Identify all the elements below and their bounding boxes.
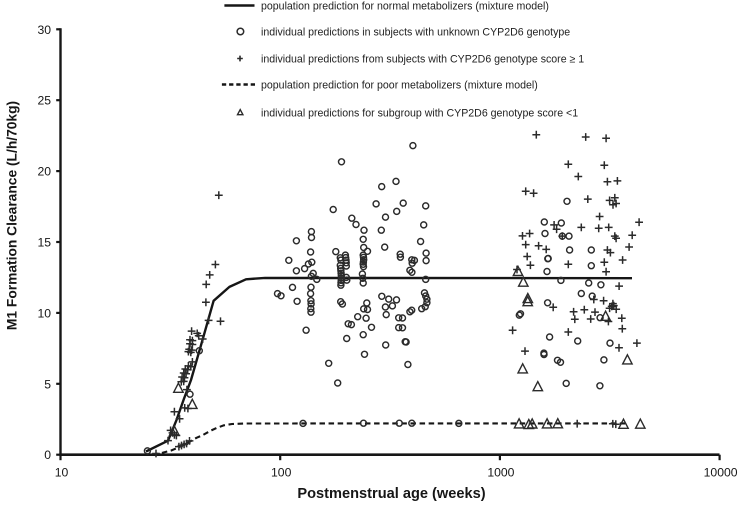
svg-text:25: 25 bbox=[37, 94, 51, 108]
svg-text:20: 20 bbox=[37, 165, 51, 179]
svg-text:Postmenstrual age (weeks): Postmenstrual age (weeks) bbox=[297, 486, 485, 502]
svg-text:individual predictions from su: individual predictions from subjects wit… bbox=[261, 54, 584, 66]
svg-text:population prediction for norm: population prediction for normal metabol… bbox=[261, 1, 549, 13]
svg-text:30: 30 bbox=[37, 23, 51, 37]
svg-text:M1 Formation Clearance (L/h/70: M1 Formation Clearance (L/h/70kg) bbox=[5, 101, 20, 330]
svg-text:10: 10 bbox=[55, 465, 69, 479]
svg-text:individual predictions for sub: individual predictions for subgroup with… bbox=[261, 108, 578, 120]
svg-text:0: 0 bbox=[44, 448, 51, 462]
svg-text:15: 15 bbox=[37, 236, 51, 250]
svg-text:1000: 1000 bbox=[487, 465, 514, 479]
svg-text:10: 10 bbox=[37, 306, 51, 320]
svg-text:10000: 10000 bbox=[704, 465, 738, 479]
svg-text:5: 5 bbox=[44, 377, 51, 391]
svg-text:100: 100 bbox=[271, 465, 292, 479]
svg-text:individual predictions in subj: individual predictions in subjects with … bbox=[261, 27, 570, 39]
svg-text:population prediction for poor: population prediction for poor metaboliz… bbox=[261, 80, 538, 92]
